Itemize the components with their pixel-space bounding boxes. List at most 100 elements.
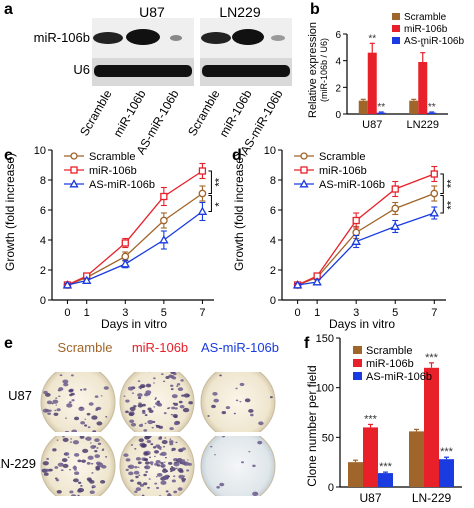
colony <box>186 469 190 472</box>
colony <box>252 464 256 468</box>
y-tick-label: 4 <box>335 57 341 68</box>
colony <box>211 404 216 409</box>
colony <box>69 393 73 397</box>
colony <box>153 406 156 408</box>
dish-circle <box>200 372 276 432</box>
colony <box>55 479 60 482</box>
cell-line-u87: U87 <box>139 4 165 20</box>
colony <box>147 419 154 425</box>
colony <box>46 457 50 460</box>
lane-label-u87-scramble: Scramble <box>77 87 115 138</box>
colony <box>241 461 244 464</box>
colony <box>171 479 176 483</box>
dish-4 <box>119 436 195 496</box>
colony <box>163 380 166 383</box>
colony <box>80 484 83 487</box>
bar-mir-106b-u87 <box>367 52 377 114</box>
colony <box>156 403 163 407</box>
x-tick-label: 0 <box>295 307 301 319</box>
point-as <box>120 259 130 268</box>
colony <box>48 409 52 412</box>
colony <box>77 487 85 493</box>
colony <box>156 486 160 490</box>
colony <box>123 395 126 397</box>
colony <box>135 475 139 479</box>
d-plot-area: 0 2 4 6 8 10 0 1 3 5 7 Scramble miR-106b AS-miR-106b *… <box>264 145 458 319</box>
colony <box>94 395 99 398</box>
colony <box>167 494 172 496</box>
panel-letter-e: e <box>4 335 13 352</box>
colony <box>46 400 53 405</box>
colony <box>42 461 49 466</box>
colony <box>66 403 73 408</box>
d-ylabel: Growth (fold increase) <box>232 153 246 271</box>
colony <box>86 462 91 465</box>
colony <box>79 389 83 391</box>
colony <box>150 463 154 466</box>
colony <box>128 412 134 417</box>
colony <box>86 477 92 481</box>
f-ylabel: Clone number per field <box>305 365 319 486</box>
colony <box>181 447 186 451</box>
colony <box>86 412 91 416</box>
legend-label: AS-miR-106b <box>89 179 155 191</box>
colony <box>181 477 187 482</box>
colony <box>142 482 148 486</box>
point-scramble <box>430 189 439 198</box>
colony <box>161 440 168 445</box>
colony <box>55 397 58 399</box>
colony <box>207 415 210 417</box>
x-tick-label: 3 <box>122 307 128 319</box>
colony <box>248 409 254 413</box>
x-tick-label: LN-229 <box>412 491 452 505</box>
colony <box>135 487 142 492</box>
colony <box>212 392 218 396</box>
colony <box>54 466 59 469</box>
y-tick-label: 10 <box>34 145 46 157</box>
colony <box>72 466 78 470</box>
panel-letter-b: b <box>310 1 320 18</box>
colony <box>125 458 131 462</box>
point-as <box>429 208 439 217</box>
colony <box>68 389 74 393</box>
colony <box>155 460 161 464</box>
colony <box>163 461 166 463</box>
point-scramble <box>352 228 361 237</box>
sig-mark: *** <box>364 413 378 425</box>
colony <box>70 374 74 377</box>
colony <box>182 407 190 413</box>
colony <box>173 462 180 467</box>
c-ylabel: Growth (fold increase) <box>3 153 17 271</box>
blot-row-mir106b: miR-106b <box>34 30 90 45</box>
y-tick-label: 2 <box>270 265 276 277</box>
colony <box>58 387 64 391</box>
colony <box>187 462 192 466</box>
colony <box>249 413 254 417</box>
legend-label: miR-106b <box>89 165 137 177</box>
colony <box>139 384 146 389</box>
colony <box>183 393 190 398</box>
colony <box>153 377 156 380</box>
b-ylabel-1: Relative expression <box>307 22 319 118</box>
y-tick-label: 6 <box>40 205 46 217</box>
colony <box>143 473 147 477</box>
colony <box>160 480 167 485</box>
f-legend-swatch-scramble <box>353 346 362 354</box>
colony <box>53 412 59 416</box>
y-tick-label: 8 <box>270 175 276 187</box>
colony <box>187 459 189 461</box>
colony <box>57 462 64 467</box>
colony <box>77 481 82 484</box>
colony <box>239 400 242 403</box>
colony <box>182 461 186 464</box>
colony <box>73 478 79 483</box>
bar-mir-106b-ln-229 <box>424 367 439 487</box>
colony <box>149 461 154 465</box>
colony <box>153 450 160 454</box>
sig-mark: ** <box>445 179 457 188</box>
colony <box>129 419 135 424</box>
colony <box>154 482 158 485</box>
colony <box>43 390 48 395</box>
colony <box>52 448 57 452</box>
colony <box>138 424 144 428</box>
